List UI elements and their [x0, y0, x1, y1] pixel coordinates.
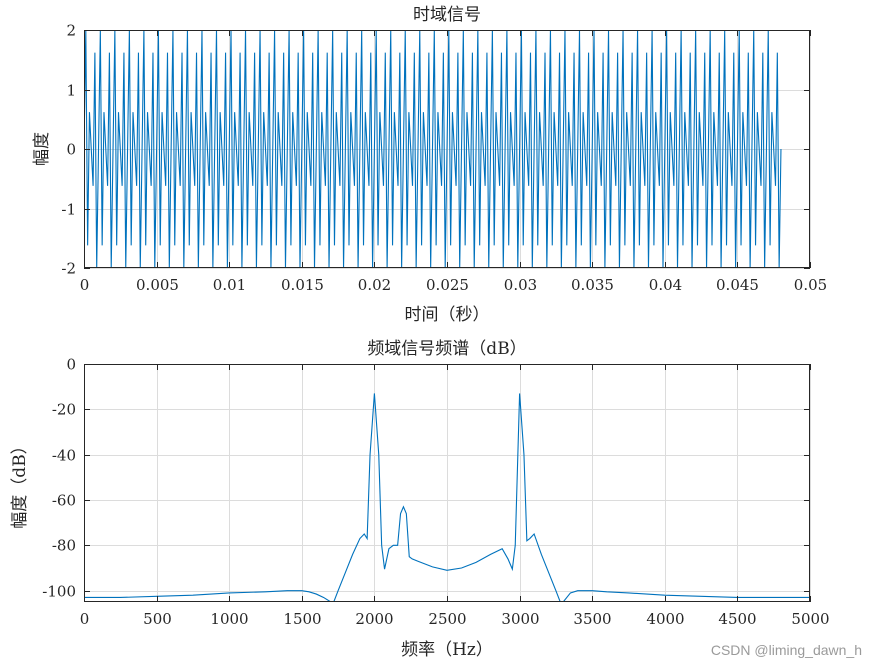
x-tick-label: 0 [80, 610, 90, 628]
x-tick-label: 1000 [210, 610, 248, 628]
x-tick-label: 0.01 [213, 276, 246, 294]
x-tick-label: 3500 [573, 610, 611, 628]
y-tick-label: -1 [61, 201, 76, 219]
y-tick-label: 2 [66, 22, 76, 40]
x-tick-label: 0.04 [649, 276, 682, 294]
y-tick-label: -100 [42, 583, 76, 601]
x-tick-label: 0.02 [358, 276, 391, 294]
watermark: CSDN @liming_dawn_h [710, 642, 862, 658]
x-tick-label: 0.045 [716, 276, 759, 294]
x-tick-label: 2500 [428, 610, 466, 628]
series-line [84, 393, 810, 602]
x-axis-label: 频率（Hz） [401, 640, 493, 660]
x-tick-label: 0.025 [426, 276, 469, 294]
y-tick-label: -60 [52, 492, 76, 510]
y-axis-label: 幅度 [32, 132, 52, 166]
x-tick-label: 3000 [501, 610, 539, 628]
x-tick-label: 0.035 [571, 276, 614, 294]
x-tick-label: 1500 [283, 610, 321, 628]
x-axis-label: 时间（秒） [405, 305, 490, 325]
y-tick-label: -2 [61, 260, 76, 278]
x-tick-label: 5000 [791, 610, 829, 628]
y-axis-label: 幅度（dB） [10, 437, 30, 528]
y-tick-label: -20 [52, 401, 76, 419]
x-tick-label: 500 [143, 610, 172, 628]
x-tick-label: 2000 [355, 610, 393, 628]
x-tick-label: 4000 [646, 610, 684, 628]
y-tick-label: -40 [52, 447, 76, 465]
x-tick-label: 0.015 [281, 276, 324, 294]
subplot-1: 0 0.005 0.01 0.015 0.02 0.025 0.03 0.035 0.04 0.0… [32, 5, 827, 325]
y-tick-label: 1 [66, 82, 76, 100]
x-tick-label: 0 [80, 276, 90, 294]
series-line [84, 30, 782, 268]
chart-title: 频域信号频谱（dB） [367, 339, 526, 359]
x-tick-label: 0.05 [794, 276, 827, 294]
y-tick-label: 0 [66, 356, 76, 374]
x-tick-label: 0.03 [504, 276, 537, 294]
subplot-2: 0 500 1000 1500 2000 2500 3000 3500 4000 4500 5000… [10, 339, 830, 660]
y-tick-label: -80 [52, 537, 76, 555]
chart-title: 时域信号 [413, 5, 481, 25]
y-tick-label: 0 [66, 141, 76, 159]
x-tick-label: 0.005 [136, 276, 179, 294]
x-tick-label: 4500 [718, 610, 756, 628]
